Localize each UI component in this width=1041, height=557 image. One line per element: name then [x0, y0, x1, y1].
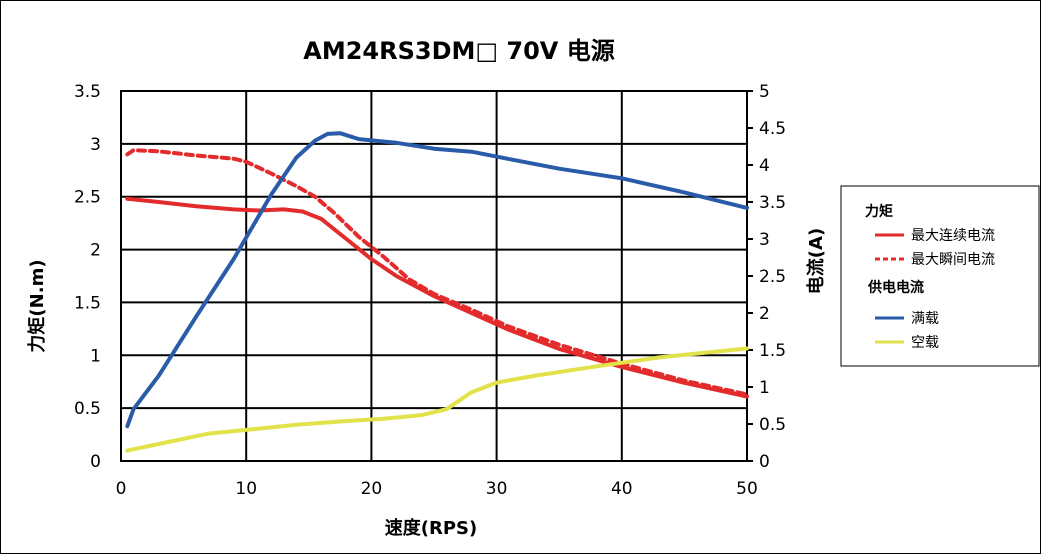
left-y-tick-label: 2.5	[74, 188, 101, 208]
plot-area	[120, 90, 748, 462]
right-y-tick-label: 0.5	[759, 415, 786, 435]
left-y-tick-label: 1	[90, 346, 101, 366]
grid-lines	[120, 90, 748, 462]
left-y-tick-label: 3.5	[74, 82, 101, 102]
legend-label-peak: 最大瞬间电流	[911, 252, 995, 268]
left-y-tick-label: 1.5	[74, 293, 101, 313]
left-y-axis-ticks: 0 0.5 1 1.5 2 2.5 3 3.5	[74, 82, 101, 472]
legend-torque-heading: 力矩	[865, 203, 893, 220]
right-y-tick-label: 2	[759, 304, 770, 324]
x-tick-label: 10	[235, 479, 257, 499]
right-y-axis-label: 电流(A)	[805, 228, 827, 294]
x-axis-ticks: 0 10 20 30 40 50	[116, 479, 758, 499]
right-y-tick-label: 2.5	[759, 267, 786, 287]
series-line-peak	[125, 148, 749, 397]
legend: 力矩 最大连续电流 最大瞬间电流 供电电流 满载 空载	[840, 185, 1040, 367]
legend-label-no-load: 空载	[911, 335, 939, 351]
chart-title: AM24RS3DM□ 70V 电源	[303, 37, 614, 65]
x-tick-label: 0	[116, 479, 127, 499]
legend-current-heading: 供电电流	[867, 279, 924, 296]
x-axis-label: 速度(RPS)	[385, 517, 477, 539]
legend-label-continuous: 最大连续电流	[911, 227, 995, 244]
series-line-no-load	[125, 346, 749, 453]
x-tick-label: 30	[486, 479, 508, 499]
x-tick-label: 50	[736, 479, 758, 499]
x-tick-label: 20	[361, 479, 383, 499]
x-tick-label: 40	[611, 479, 633, 499]
right-y-tick-label: 4.5	[759, 119, 786, 139]
right-y-tick-label: 1.5	[759, 341, 786, 361]
series-layer	[125, 131, 749, 453]
left-y-tick-label: 3	[90, 135, 101, 155]
left-y-tick-label: 0.5	[74, 399, 101, 419]
right-y-tick-label: 3	[759, 230, 770, 250]
right-y-tick-label: 1	[759, 378, 770, 398]
right-y-tick-label: 4	[759, 156, 770, 176]
right-y-axis-ticks: 0 0.5 1 1.5 2 2.5 3 3.5 4 4.5 5	[747, 82, 786, 472]
left-y-tick-label: 2	[90, 241, 101, 261]
left-y-axis-label: 力矩(N.m)	[26, 259, 48, 352]
left-y-tick-label: 0	[90, 452, 101, 472]
right-y-tick-label: 0	[759, 452, 770, 472]
right-y-tick-label: 5	[759, 82, 770, 102]
right-y-tick-label: 3.5	[759, 193, 786, 213]
legend-box	[840, 185, 1040, 367]
series-line-full-load	[125, 131, 749, 429]
series-line-continuous	[125, 196, 749, 399]
legend-label-full-load: 满载	[911, 311, 939, 327]
